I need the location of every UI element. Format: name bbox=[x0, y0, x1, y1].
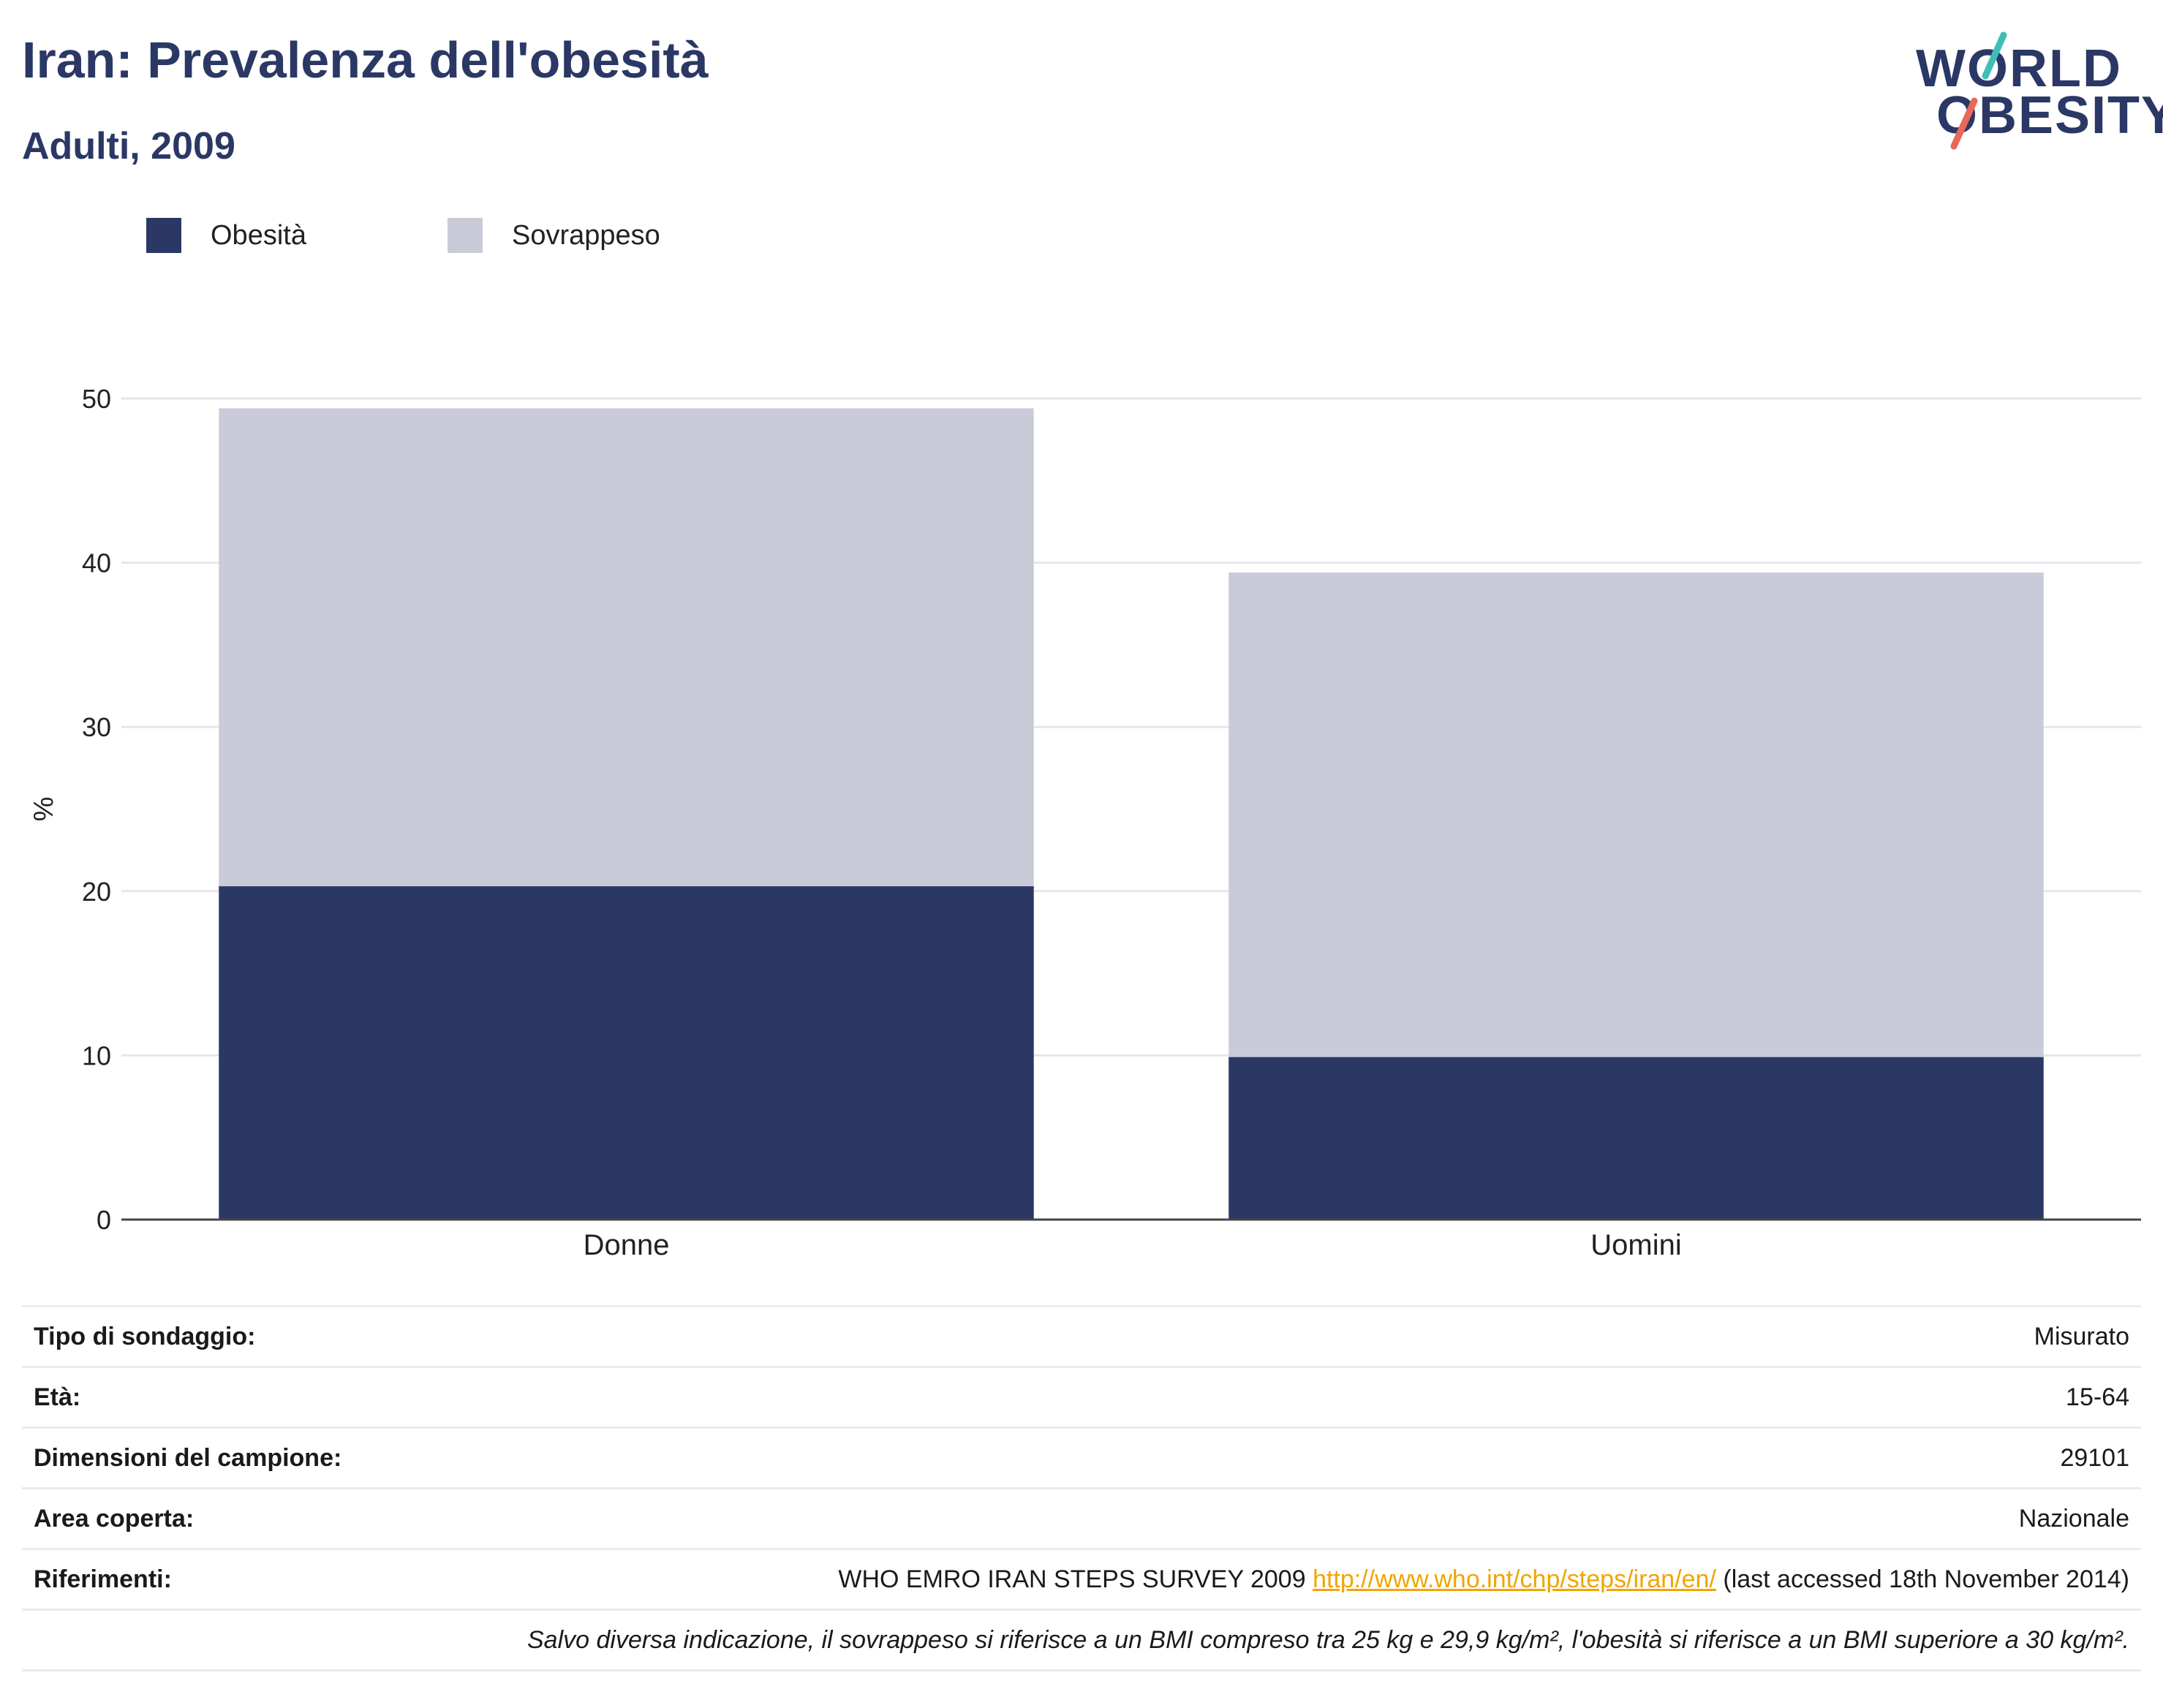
legend-swatch-sovrappeso bbox=[448, 218, 483, 253]
references-accessed: (last accessed 18th November 2014) bbox=[1715, 1565, 2129, 1593]
y-tick-label: 20 bbox=[82, 877, 111, 907]
y-tick-label: 30 bbox=[82, 712, 111, 742]
legend-item-sovrappeso[interactable]: Sovrappeso bbox=[448, 218, 660, 253]
info-value: 15-64 bbox=[448, 1367, 2141, 1429]
bar-sovrappeso-donne bbox=[219, 408, 1034, 887]
legend-label-obesita: Obesità bbox=[211, 219, 306, 251]
info-row-area: Area coperta: Nazionale bbox=[22, 1488, 2141, 1550]
chart-title: Iran: Prevalenza dell'obesità bbox=[22, 31, 709, 88]
info-value: Nazionale bbox=[448, 1488, 2141, 1550]
logo-slash-icon bbox=[1950, 31, 2007, 150]
y-axis-label: % bbox=[29, 797, 59, 822]
x-tick-label: Donne bbox=[584, 1229, 670, 1261]
info-row-references: Riferimenti: WHO EMRO IRAN STEPS SURVEY … bbox=[22, 1549, 2141, 1611]
legend-label-sovrappeso: Sovrappeso bbox=[512, 219, 660, 251]
definition-note: Salvo diversa indicazione, il sovrappeso… bbox=[22, 1609, 2141, 1671]
y-tick-label: 50 bbox=[82, 384, 111, 414]
info-value: 29101 bbox=[448, 1427, 2141, 1489]
info-row-survey-type: Tipo di sondaggio: Misurato bbox=[22, 1305, 2141, 1368]
info-row-sample-size: Dimensioni del campione: 29101 bbox=[22, 1427, 2141, 1489]
bar-obesit-donne bbox=[219, 886, 1034, 1220]
y-tick-label: 0 bbox=[97, 1205, 111, 1235]
info-row-note: Salvo diversa indicazione, il sovrappeso… bbox=[22, 1609, 2141, 1671]
y-tick-label: 10 bbox=[82, 1040, 111, 1070]
info-value: Misurato bbox=[448, 1305, 2141, 1368]
world-obesity-logo: WORLD OBESITY bbox=[1901, 22, 2163, 154]
logo-line-1: WORLD bbox=[1916, 39, 2122, 98]
legend-item-obesita[interactable]: Obesità bbox=[146, 218, 306, 253]
bar-obesit-uomini bbox=[1228, 1057, 2044, 1220]
references-value: WHO EMRO IRAN STEPS SURVEY 2009 http://w… bbox=[448, 1549, 2141, 1611]
references-text: WHO EMRO IRAN STEPS SURVEY 2009 bbox=[838, 1565, 1313, 1593]
chart-subtitle: Adulti, 2009 bbox=[22, 125, 235, 167]
references-link[interactable]: http://www.who.int/chp/steps/iran/en/ bbox=[1313, 1565, 1716, 1593]
bar-sovrappeso-uomini bbox=[1228, 573, 2044, 1057]
legend-swatch-obesita bbox=[146, 218, 181, 253]
y-tick-label: 40 bbox=[82, 548, 111, 578]
stacked-bar-chart: 0 10 20 30 40 50% Donne Uomini bbox=[29, 384, 2141, 1261]
info-key: Dimensioni del campione: bbox=[22, 1427, 449, 1489]
info-key: Riferimenti: bbox=[22, 1549, 449, 1611]
survey-info-table: Tipo di sondaggio: Misurato Età: 15-64 D… bbox=[22, 1305, 2141, 1671]
info-key: Area coperta: bbox=[22, 1488, 449, 1550]
info-row-age: Età: 15-64 bbox=[22, 1367, 2141, 1429]
x-tick-label: Uomini bbox=[1590, 1229, 1681, 1261]
info-key: Tipo di sondaggio: bbox=[22, 1305, 449, 1368]
info-key: Età: bbox=[22, 1367, 449, 1429]
